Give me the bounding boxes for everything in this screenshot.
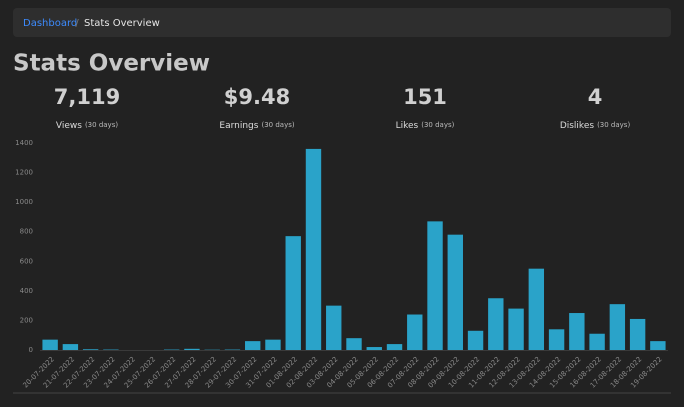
bar [42,340,57,350]
bar [427,221,442,350]
stat-value: 4 [588,85,603,109]
bar [63,344,78,350]
bar [488,298,503,350]
bar [245,341,260,350]
bar [650,341,665,350]
bar [265,340,280,350]
stat-period: (30 days) [85,121,118,129]
bar [630,319,645,350]
stat-label: Earnings [219,121,258,131]
bar [468,331,483,350]
stat-value: $9.48 [224,85,290,109]
bar [508,309,523,350]
bar [529,269,544,350]
y-tick-label: 1000 [15,198,33,206]
bar [569,313,584,350]
breadcrumb-link[interactable]: Dashboard [23,18,77,29]
stat-label: Dislikes [560,121,595,131]
stat-caption: Views(30 days) [56,121,118,131]
stat-value: 151 [403,85,447,109]
bar [589,334,604,350]
bar [83,349,98,350]
y-tick-label: 1200 [15,169,33,177]
stat-value: 7,119 [54,85,120,109]
bar [448,235,463,350]
bar [549,329,564,350]
bar [184,349,199,350]
stat-caption: Likes(30 days) [396,121,455,131]
bar [286,236,301,350]
breadcrumb-current: Stats Overview [84,18,160,29]
bar [407,315,422,350]
stat-caption: Earnings(30 days) [219,121,294,131]
y-tick-label: 400 [20,287,33,295]
stat-caption: Dislikes(30 days) [560,121,631,131]
y-tick-label: 600 [20,257,33,265]
stat-period: (30 days) [261,121,294,129]
bar [387,344,402,350]
y-tick-label: 0 [29,346,33,354]
bar [326,306,341,350]
y-tick-label: 800 [20,228,33,236]
y-tick-label: 200 [20,316,33,324]
stat-label: Likes [396,121,419,131]
bar [610,304,625,350]
bar [367,347,382,350]
stat-period: (30 days) [421,121,454,129]
bar [306,149,321,350]
y-tick-label: 1400 [15,139,33,147]
stat-period: (30 days) [597,121,630,129]
bar [346,338,361,350]
page-heading: Stats Overview [13,51,210,77]
stat-label: Views [56,121,82,131]
